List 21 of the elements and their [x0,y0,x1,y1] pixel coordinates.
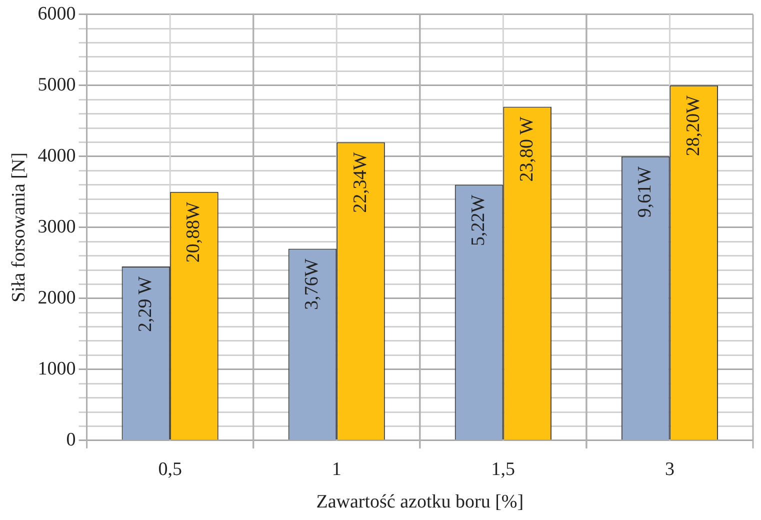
annotation: 2,29 W [134,276,156,332]
annotation: 3,76W [301,258,322,310]
x-tick-label: 3 [664,458,674,480]
annotation: 20,88W [183,202,204,263]
y-tick-label: 6000 [38,3,76,24]
x-axis-title: Zawartość azotku boru [%] [316,492,524,513]
x-tick-label: 1,5 [491,458,516,480]
y-tick-label: 1000 [38,358,76,380]
y-tick-label: 2000 [38,287,76,308]
y-tick-label: 0 [66,429,76,450]
y-tick-label: 5000 [38,74,76,96]
y-axis-title: Siła forsowania [N] [8,152,30,302]
y-tick-label: 3000 [38,216,76,238]
annotation: 9,61W [634,166,656,218]
x-tick-label: 0,5 [158,458,182,480]
annotation: 22,34W [350,152,371,213]
x-tick-label: 1 [332,458,342,480]
annotation: 5,22W [468,194,490,246]
y-tick-label: 4000 [38,145,76,166]
annotation: 23,80 W [516,116,538,182]
annotation: 28,20W [682,95,704,156]
